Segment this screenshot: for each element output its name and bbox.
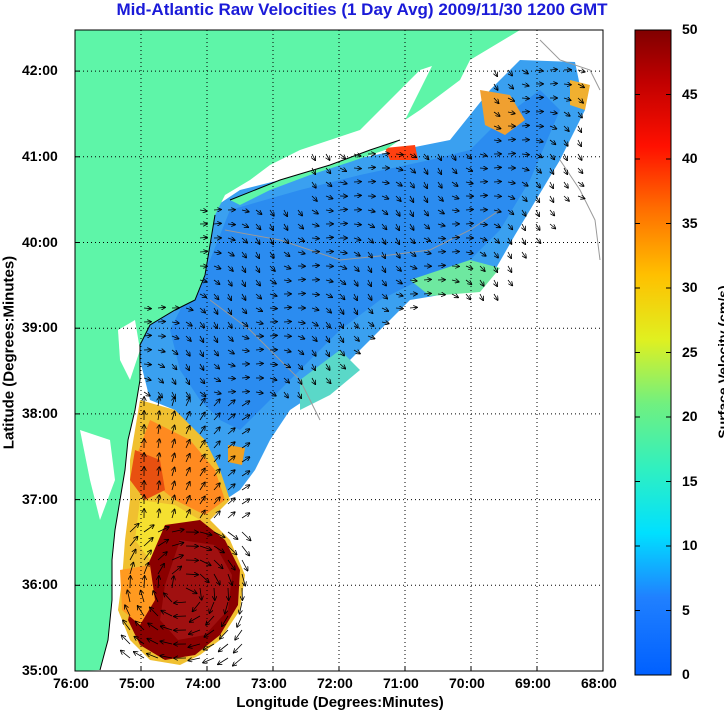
y-tick-label: 41:00 (22, 147, 58, 164)
colorbar-tick-label: 0 (682, 666, 690, 682)
velocity-vectors (121, 69, 585, 665)
colorbar-tick-label: 15 (682, 472, 698, 489)
map-title: Mid-Atlantic Raw Velocities (1 Day Avg) … (116, 0, 608, 19)
x-tick-label: 69:00 (515, 675, 551, 691)
y-tick-label: 42:00 (22, 62, 58, 79)
x-tick-label: 73:00 (251, 675, 287, 691)
colorbar-tick-label: 35 (682, 214, 698, 231)
colorbar-tick-label: 20 (682, 408, 698, 424)
y-axis-label: Latitude (Degrees:Minutes) (0, 255, 18, 450)
x-axis-label: Longitude (Degrees:Minutes) (236, 694, 444, 711)
colorbar-tick-label: 45 (682, 85, 698, 102)
y-tick-label: 39:00 (22, 319, 58, 336)
colorbar-tick-label: 40 (682, 150, 698, 166)
x-tick-label: 70:00 (449, 675, 485, 691)
x-tick-label: 74:00 (185, 675, 221, 691)
y-tick-label: 38:00 (22, 404, 58, 421)
bathymetry-contours (209, 39, 601, 421)
y-tick-label: 35:00 (22, 662, 58, 678)
y-tick-label: 40:00 (22, 233, 58, 250)
colorbar-label: Surface Velocity (cm/s) (715, 285, 724, 439)
x-tick-label: 76:00 (53, 675, 89, 691)
x-tick-label: 71:00 (383, 675, 419, 691)
colorbar-tick-label: 50 (682, 21, 698, 37)
grid-lines (75, 30, 603, 671)
colorbar-tick-label: 5 (682, 601, 690, 618)
x-tick-label: 75:00 (119, 675, 155, 691)
land-mass (75, 30, 450, 671)
colorbar-tick-label: 30 (682, 279, 698, 295)
y-tick-label: 36:00 (22, 576, 58, 593)
y-tick-label: 37:00 (22, 490, 58, 507)
colorbar-tick-label: 10 (682, 537, 698, 553)
colorbar-tick-label: 25 (682, 343, 698, 360)
colorbar (634, 29, 672, 676)
x-tick-label: 68:00 (581, 675, 617, 691)
x-tick-label: 72:00 (317, 675, 353, 691)
coastline (99, 139, 401, 671)
